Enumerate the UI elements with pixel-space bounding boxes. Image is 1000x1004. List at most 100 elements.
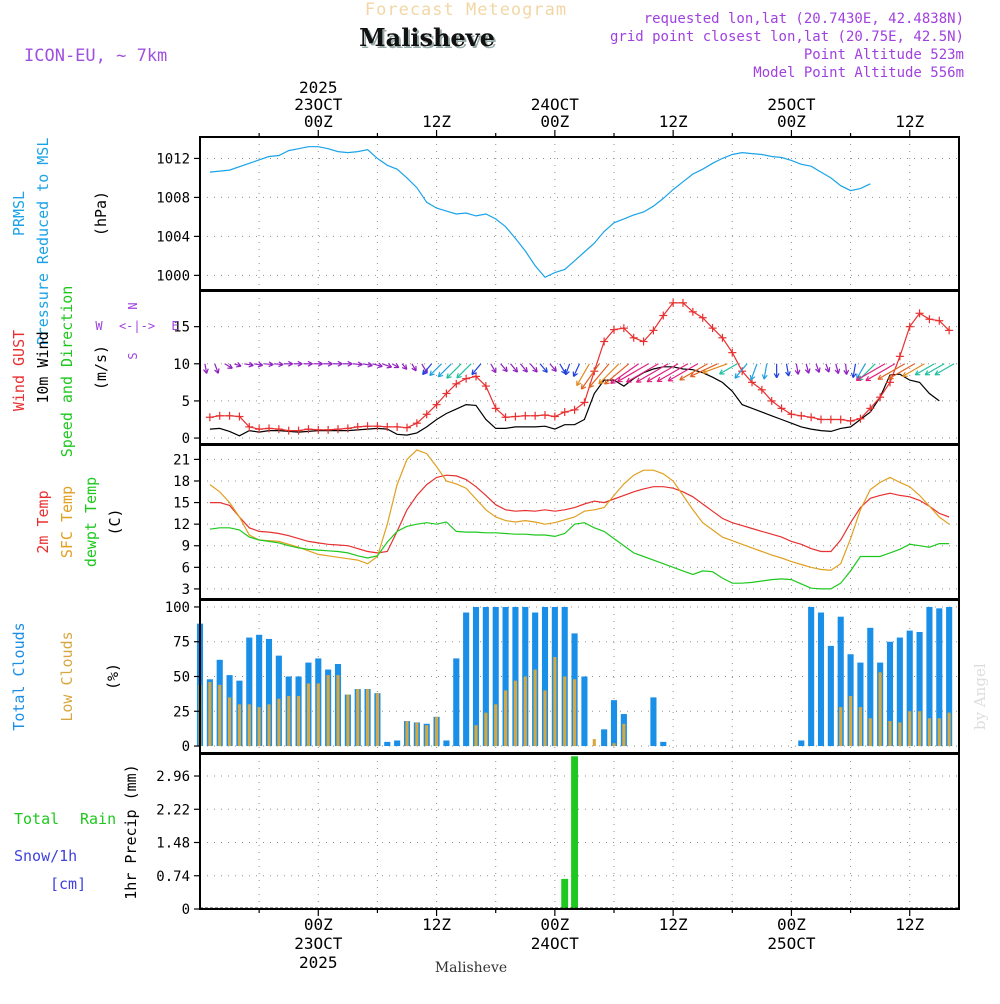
low-clouds-label: Low Clouds xyxy=(58,631,76,721)
low-clouds-bar xyxy=(534,670,537,747)
bottom-time-label: 24OCT xyxy=(531,934,580,953)
sfc-temp-line xyxy=(210,450,949,570)
temperature-tick-label: 21 xyxy=(173,452,190,468)
low-clouds-bar xyxy=(317,683,320,746)
wind-arrow xyxy=(925,364,944,375)
low-clouds-bar xyxy=(859,707,862,746)
compass-n: N xyxy=(126,302,140,309)
low-clouds-bar xyxy=(869,718,872,746)
low-clouds-bar xyxy=(898,722,901,746)
wind-arrow xyxy=(935,364,954,375)
wind-arrow-head xyxy=(207,369,209,374)
low-clouds-bar xyxy=(918,711,921,746)
requested-coords: requested lon,lat (20.7430E, 42.4838N) xyxy=(644,11,964,27)
bottom-time-label: 25OCT xyxy=(767,934,816,953)
panel-frame xyxy=(200,600,959,753)
data-layer xyxy=(197,147,959,909)
wind-arrow-head xyxy=(851,373,853,378)
clouds-tick-label: 75 xyxy=(173,635,190,651)
wind-tick-label: 5 xyxy=(182,394,190,410)
low-clouds-bar xyxy=(356,689,359,746)
snow-unit-label: [cm] xyxy=(50,875,86,893)
temperature-tick-label: 18 xyxy=(173,474,190,490)
temperature-tick-label: 15 xyxy=(173,496,190,512)
low-clouds-bar xyxy=(208,682,211,746)
low-clouds-bar xyxy=(287,696,290,746)
bottom-time-label: 12Z xyxy=(895,915,924,934)
total-clouds-label: Total Clouds xyxy=(10,622,28,730)
low-clouds-bar xyxy=(504,690,507,746)
wind-arrow-head xyxy=(762,374,764,379)
wind-arrow-head xyxy=(368,365,373,367)
wind-arrow-head xyxy=(829,367,830,372)
low-clouds-bar xyxy=(258,707,261,746)
total-clouds-bar xyxy=(453,658,459,746)
total-clouds-bar xyxy=(818,613,824,747)
wind-unit: (m/s) xyxy=(92,345,110,390)
compass-w: W xyxy=(95,319,103,333)
wind-arrow-head xyxy=(565,370,566,375)
wind-arrow-head xyxy=(387,367,392,368)
low-clouds-bar xyxy=(849,696,852,746)
low-clouds-bar xyxy=(563,677,566,747)
pressure-tick-label: 1004 xyxy=(156,229,190,245)
pressure-tick-label: 1008 xyxy=(156,190,190,206)
temperature-tick-label: 12 xyxy=(173,517,190,533)
low-clouds-bar xyxy=(573,679,576,746)
low-clouds-bar xyxy=(307,683,310,746)
sfc-temp-label: SFC Temp xyxy=(58,486,76,558)
wind-arrow-head xyxy=(750,375,751,380)
wind-arrow-head xyxy=(377,366,382,367)
low-clouds-bar xyxy=(593,739,596,746)
low-clouds-bar xyxy=(474,725,477,746)
rain-bar xyxy=(561,879,568,909)
clouds-tick-label: 50 xyxy=(173,670,190,686)
wind-arrow-head xyxy=(218,368,219,373)
model-altitude: Model Point Altitude 556m xyxy=(753,65,964,81)
low-clouds-bar xyxy=(248,704,251,746)
pressure-unit: (hPa) xyxy=(92,191,110,236)
total-clouds-bar xyxy=(660,742,666,746)
low-clouds-bar xyxy=(612,743,615,746)
total-clouds-bar xyxy=(463,613,469,747)
compass-s: S xyxy=(126,352,140,359)
top-time-label: 12Z xyxy=(422,112,451,131)
low-clouds-bar xyxy=(622,724,625,746)
precip-tick-label: 2.22 xyxy=(156,802,190,818)
header-subtitle: Forecast Meteogram xyxy=(365,0,567,20)
precip-tick-label: 2.96 xyxy=(156,769,190,785)
bottom-time-label: 00Z xyxy=(777,915,806,934)
pressure-tick-label: 1012 xyxy=(156,151,190,167)
wind-arrow xyxy=(903,364,925,377)
low-clouds-bar xyxy=(228,697,231,746)
rain-bar xyxy=(571,756,578,909)
panel-frame xyxy=(200,445,959,599)
top-time-label: 00Z xyxy=(304,112,333,131)
snow-label: Snow/1h xyxy=(14,847,77,865)
total-clouds-bar xyxy=(601,729,607,746)
wind-arrow-head xyxy=(581,384,582,389)
top-time-label: 00Z xyxy=(777,112,806,131)
dewpt-label: dewpt Temp xyxy=(82,477,100,567)
pressure-line xyxy=(210,147,870,278)
temperature-tick-label: 3 xyxy=(182,582,190,598)
watermark: by Angel xyxy=(971,663,989,730)
panel-frame xyxy=(200,754,959,909)
low-clouds-bar xyxy=(948,713,951,746)
wind-arrow-head xyxy=(819,367,820,372)
prmsl-label: PRMSL xyxy=(10,191,28,236)
wind-arrow-head xyxy=(236,366,241,367)
wind-arrow-head xyxy=(798,370,800,375)
wind-arrow xyxy=(627,364,659,382)
wind-arrow xyxy=(915,364,934,375)
wind-arrow-head xyxy=(258,365,263,367)
dewpt-line xyxy=(210,522,949,589)
low-clouds-bar xyxy=(218,685,221,746)
low-clouds-bar xyxy=(553,657,556,746)
precip-unit: 1hr Precip (mm) xyxy=(122,764,140,899)
wind-arrow xyxy=(577,364,590,386)
temp-unit: (C) xyxy=(106,508,124,535)
point-altitude: Point Altitude 523m xyxy=(804,47,964,63)
